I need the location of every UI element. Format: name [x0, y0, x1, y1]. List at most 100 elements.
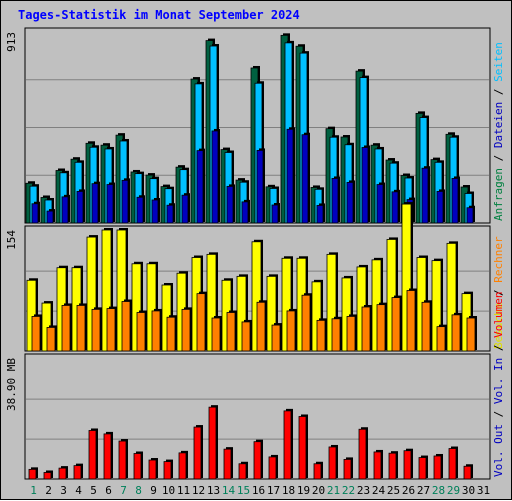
bar-volumen-14: [223, 448, 232, 480]
bar-seiten-15: [241, 201, 249, 224]
bar-volumen-16: [253, 441, 262, 480]
bar-volumen-20: [313, 463, 322, 480]
legend-bottom-part-4: Volumen: [492, 292, 505, 338]
bar-besuche-8: [131, 263, 142, 352]
bar-volumen-5: [88, 430, 97, 480]
bar-volumen-26: [403, 450, 412, 480]
bar-volumen-2: [43, 472, 52, 480]
bar-volumen-17: [268, 456, 277, 480]
day-label-29: 29: [447, 484, 460, 497]
bar-volumen-25: [388, 452, 397, 480]
bar-rechner-10: [166, 316, 176, 352]
day-label-26: 26: [402, 484, 415, 497]
bar-volumen-7: [118, 440, 127, 480]
bar-seiten-4: [76, 191, 84, 224]
day-label-27: 27: [417, 484, 430, 497]
bar-besuche-5: [86, 236, 97, 352]
bar-rechner-20: [316, 319, 326, 352]
bar-seiten-30: [466, 207, 474, 224]
chart-bars: [25, 33, 477, 480]
bar-rechner-30: [466, 317, 476, 352]
legend-top: Anfragen / Dateien / Seiten: [492, 42, 505, 221]
bar-rechner-25: [391, 297, 401, 352]
bar-besuche-29: [446, 242, 457, 352]
bar-rechner-3: [61, 305, 71, 352]
day-label-6: 6: [105, 484, 112, 497]
bar-rechner-8: [136, 312, 146, 352]
bar-seiten-3: [61, 196, 69, 224]
bar-besuche-16: [251, 241, 262, 352]
bar-seiten-10: [166, 204, 174, 224]
bar-rechner-16: [256, 301, 266, 352]
bar-besuche-25: [386, 239, 397, 352]
legend-bottom-part-0: Vol. Out: [492, 424, 505, 477]
day-label-31: 31: [477, 484, 490, 497]
day-label-2: 2: [45, 484, 52, 497]
bar-besuche-21: [326, 253, 337, 352]
bar-seiten-22: [346, 182, 354, 224]
bar-besuche-7: [116, 229, 127, 352]
bar-rechner-13: [211, 317, 221, 352]
bar-volumen-10: [163, 461, 172, 480]
bar-rechner-29: [451, 314, 461, 352]
bar-seiten-18: [286, 128, 294, 224]
day-label-16: 16: [252, 484, 265, 497]
day-label-15: 15: [237, 484, 250, 497]
legend-bottom-part-3: /: [492, 338, 505, 358]
legend-middle-part-2: Rechner: [492, 236, 505, 283]
bar-besuche-15: [236, 275, 247, 352]
bar-seiten-21: [331, 178, 339, 224]
legend-middle-part-1: /: [492, 283, 505, 303]
day-label-10: 10: [162, 484, 175, 497]
bar-seiten-25: [391, 191, 399, 224]
bar-rechner-4: [76, 305, 86, 352]
day-label-5: 5: [90, 484, 97, 497]
bar-rechner-19: [301, 294, 311, 352]
day-label-19: 19: [297, 484, 310, 497]
bar-seiten-14: [226, 185, 234, 224]
legend-top-part-4: Seiten: [492, 42, 505, 82]
bar-volumen-23: [358, 428, 367, 480]
bar-volumen-8: [133, 453, 142, 480]
bar-seiten-19: [301, 134, 309, 224]
max-label-top: 913: [5, 32, 18, 52]
bar-volumen-28: [433, 455, 442, 480]
bar-rechner-21: [331, 318, 341, 352]
day-label-4: 4: [75, 484, 82, 497]
day-label-30: 30: [462, 484, 475, 497]
bar-besuche-20: [311, 281, 322, 352]
day-label-11: 11: [177, 484, 190, 497]
bar-seiten-11: [181, 194, 189, 224]
bar-seiten-8: [136, 196, 144, 224]
bar-volumen-13: [208, 406, 217, 480]
legend-bottom-part-1: /: [492, 404, 505, 424]
bar-volumen-29: [448, 448, 457, 480]
day-label-24: 24: [372, 484, 386, 497]
day-label-12: 12: [192, 484, 205, 497]
bar-volumen-9: [148, 459, 157, 480]
bar-seiten-12: [196, 150, 204, 224]
bar-besuche-18: [281, 257, 292, 352]
bar-volumen-4: [73, 465, 82, 480]
bar-volumen-27: [418, 457, 427, 480]
day-label-28: 28: [432, 484, 445, 497]
bar-seiten-7: [121, 179, 129, 224]
bar-besuche-26: [401, 203, 412, 352]
bar-rechner-22: [346, 316, 356, 352]
legend-middle-part-0: Besuche: [492, 303, 505, 349]
bar-rechner-5: [91, 308, 101, 352]
bar-rechner-26: [406, 290, 416, 352]
bar-seiten-28: [436, 191, 444, 224]
bar-volumen-12: [193, 426, 202, 480]
bar-seiten-27: [421, 167, 429, 224]
legend-top-part-0: Anfragen: [492, 168, 505, 221]
bar-volumen-3: [58, 467, 67, 480]
bar-volumen-11: [178, 452, 187, 480]
max-label-middle: 154: [5, 230, 18, 250]
legend-bottom: Vol. Out / Vol. In / Volumen: [492, 292, 505, 477]
bar-volumen-30: [463, 465, 472, 480]
bar-rechner-1: [31, 316, 41, 352]
bar-seiten-5: [91, 183, 99, 224]
